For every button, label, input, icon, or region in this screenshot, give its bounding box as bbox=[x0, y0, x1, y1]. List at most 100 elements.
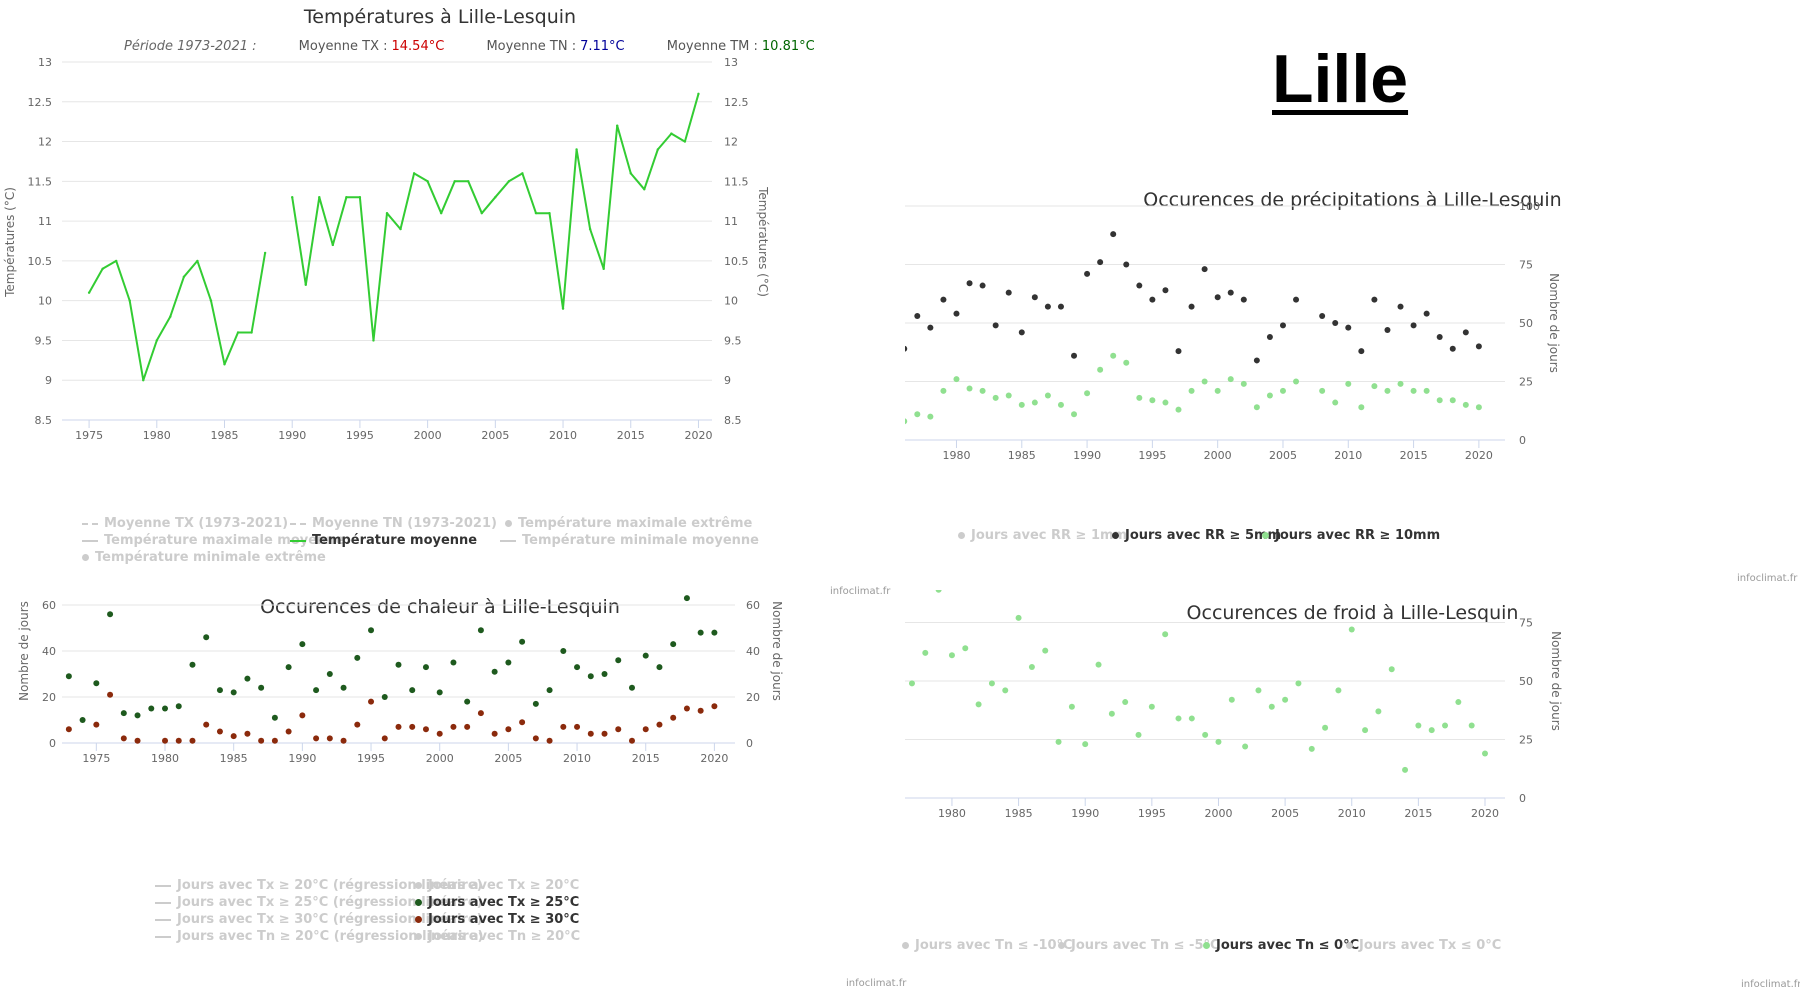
data-point bbox=[1242, 743, 1249, 750]
x-tick-label: 1980 bbox=[151, 752, 179, 765]
y-tick-label: 10.5 bbox=[28, 255, 53, 268]
data-point bbox=[1227, 289, 1234, 296]
precipitation-plot: 0025255050757510010019751980198519901995… bbox=[905, 200, 1561, 462]
data-point bbox=[940, 296, 947, 303]
legend-item[interactable]: Température moyenne bbox=[290, 533, 477, 548]
data-point bbox=[601, 730, 608, 737]
data-point bbox=[1371, 296, 1378, 303]
city-title: Lille bbox=[1272, 41, 1409, 117]
legend-item[interactable]: Température maximale moyenne bbox=[82, 533, 344, 548]
stat-label-tx: Moyenne TX : bbox=[298, 39, 388, 54]
y-tick-label: 50 bbox=[1519, 317, 1533, 330]
legend-item[interactable]: Jours avec Tx ≥ 20°C bbox=[415, 878, 579, 893]
x-tick-label: 2005 bbox=[494, 752, 522, 765]
x-tick-label: 1995 bbox=[346, 429, 374, 442]
data-point bbox=[65, 673, 72, 680]
data-point bbox=[905, 345, 908, 352]
x-tick-label: 1985 bbox=[211, 429, 239, 442]
legend-label: Jours avec RR ≥ 10mm bbox=[1275, 528, 1441, 543]
data-point bbox=[587, 730, 594, 737]
x-tick-label: 2010 bbox=[1338, 807, 1366, 820]
data-point bbox=[189, 737, 196, 744]
data-point bbox=[381, 694, 388, 700]
legend-item[interactable]: Jours avec Tx ≤ 0°C bbox=[1346, 938, 1501, 953]
legend-item[interactable]: Jours avec Tx ≥ 20°C (régression linéair… bbox=[155, 878, 483, 893]
data-point bbox=[1397, 303, 1404, 310]
data-point bbox=[914, 411, 921, 418]
y-axis-title-right: Températures (°C) bbox=[756, 186, 770, 297]
temperature-point bbox=[683, 140, 687, 143]
legend-item[interactable]: Jours avec Tx ≥ 30°C bbox=[415, 912, 579, 927]
data-point bbox=[381, 735, 388, 742]
legend-symbol-icon bbox=[1058, 942, 1065, 949]
y-tick-label: 13 bbox=[38, 56, 52, 69]
temperature-point bbox=[87, 291, 91, 294]
temperature-point bbox=[196, 259, 199, 263]
temperature-point bbox=[169, 315, 172, 318]
data-point bbox=[1162, 287, 1169, 294]
legend-item[interactable]: Température maximale extrême bbox=[505, 516, 752, 531]
legend-item[interactable]: Moyenne TX (1973-2021) bbox=[82, 516, 288, 531]
data-point bbox=[230, 689, 237, 696]
data-point bbox=[175, 737, 182, 744]
data-point bbox=[1227, 376, 1234, 383]
data-point bbox=[162, 737, 169, 744]
data-point bbox=[992, 394, 999, 401]
chart-title: Occurences de chaleur à Lille-Lesquin bbox=[260, 596, 620, 618]
legend-item[interactable]: Jours avec RR ≥ 5mm bbox=[1112, 528, 1281, 543]
legend-item[interactable]: Jours avec Tx ≥ 25°C bbox=[415, 895, 579, 910]
data-point bbox=[1410, 322, 1417, 329]
data-point bbox=[519, 638, 526, 645]
y-tick-label: 10 bbox=[38, 295, 52, 308]
data-point bbox=[244, 730, 251, 737]
chart-subtitle: Période 1973-2021 : Moyenne TX :14.54°C … bbox=[124, 39, 853, 54]
data-point bbox=[560, 723, 567, 730]
data-point bbox=[1228, 696, 1235, 703]
legend-item[interactable]: Jours avec Tn ≥ 20°C (régression linéair… bbox=[155, 929, 483, 944]
x-tick-label: 2020 bbox=[684, 429, 712, 442]
y-axis-title-right: Nombre de jours bbox=[770, 601, 784, 701]
temperature-point bbox=[250, 331, 253, 334]
data-point bbox=[979, 387, 986, 394]
x-tick-label: 2005 bbox=[1269, 449, 1297, 462]
data-point bbox=[340, 684, 347, 691]
data-point bbox=[948, 652, 955, 659]
data-point bbox=[546, 687, 553, 694]
data-point bbox=[670, 641, 677, 648]
temperature-chart-panel: Températures à Lille-Lesquin Période 197… bbox=[0, 0, 890, 600]
stat-value-tx: 14.54°C bbox=[391, 39, 445, 54]
data-point bbox=[395, 661, 402, 668]
legend-item[interactable]: Jours avec Tn ≤ 0°C bbox=[1203, 938, 1359, 953]
data-point bbox=[1475, 343, 1482, 350]
data-point bbox=[1031, 294, 1038, 301]
data-point bbox=[697, 629, 704, 636]
legend-item[interactable]: Température minimale extrême bbox=[82, 550, 326, 565]
legend-item[interactable]: Jours avec Tn ≤ -10°C bbox=[902, 938, 1073, 953]
data-point bbox=[1240, 296, 1247, 303]
y-tick-label: 9.5 bbox=[35, 334, 53, 347]
data-point bbox=[505, 726, 512, 733]
x-tick-label: 2005 bbox=[481, 429, 509, 442]
data-point bbox=[1110, 352, 1117, 359]
y-tick-label: 9.5 bbox=[724, 334, 742, 347]
data-point bbox=[532, 735, 539, 742]
data-point bbox=[189, 661, 196, 668]
legend-item[interactable]: Jours avec Tn ≥ 20°C bbox=[415, 929, 580, 944]
legend-item[interactable]: Moyenne TN (1973-2021) bbox=[290, 516, 497, 531]
temperature-point bbox=[128, 299, 131, 302]
data-point bbox=[1423, 310, 1430, 317]
data-point bbox=[1415, 722, 1422, 729]
legend-item[interactable]: Jours avec Tn ≤ -5°C bbox=[1058, 938, 1220, 953]
legend-symbol-icon bbox=[1262, 532, 1269, 539]
legend-item[interactable]: Jours avec RR ≥ 1mm bbox=[958, 528, 1127, 543]
credit-label: infoclimat.fr bbox=[1737, 573, 1798, 584]
stat-value-tm: 10.81°C bbox=[761, 39, 815, 54]
legend-item[interactable]: Jours avec Tx ≥ 25°C (régression linéair… bbox=[155, 895, 483, 910]
data-point bbox=[1005, 289, 1012, 296]
legend-item[interactable]: Jours avec RR ≥ 10mm bbox=[1262, 528, 1440, 543]
data-point bbox=[1149, 397, 1156, 404]
y-tick-label: 10 bbox=[724, 295, 738, 308]
data-point bbox=[1202, 731, 1209, 738]
legend-item[interactable]: Jours avec Tx ≥ 30°C (régression linéair… bbox=[155, 912, 483, 927]
legend-item[interactable]: Température minimale moyenne bbox=[500, 533, 759, 548]
